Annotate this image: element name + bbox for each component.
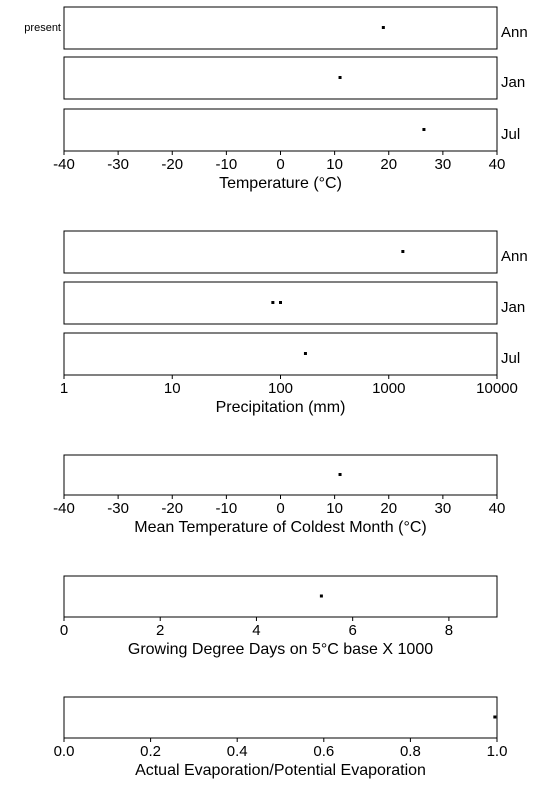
x-axis-title: Mean Temperature of Coldest Month (°C) [134,519,426,536]
x-tick-label: 10 [164,380,181,397]
data-point [422,128,426,131]
x-axis-title: Growing Degree Days on 5°C base X 1000 [128,641,433,658]
x-tick-label: -10 [216,156,238,173]
x-tick-label: 1 [60,380,68,397]
x-tick-label: 0.8 [400,743,421,760]
x-tick-label: -40 [53,156,75,173]
row-box [63,6,498,50]
x-tick-label: 100 [268,380,293,397]
data-point [271,301,275,304]
row-box [63,281,498,325]
x-tick-label: 20 [380,156,397,173]
data-point [279,301,282,304]
x-tick-label: 40 [489,156,506,173]
x-tick-label: 0.2 [140,743,161,760]
x-tick-label: 40 [489,500,506,517]
x-axis-title: Temperature (°C) [219,175,342,192]
x-tick-label: 1.0 [487,743,508,760]
x-tick-label: 0.0 [54,743,75,760]
row-marker-label: present [24,22,61,34]
x-tick-label: 30 [435,500,452,517]
row-box [63,575,498,618]
x-tick-label: -20 [161,156,183,173]
row-label: Jan [501,299,525,316]
row-label: Jul [501,126,520,143]
row-box [63,332,498,376]
x-axis-title: Actual Evaporation/Potential Evaporation [135,762,426,779]
x-tick-label: 0.6 [313,743,334,760]
row-box [63,230,498,274]
data-point [338,76,342,79]
data-point [303,352,307,355]
row-box [63,696,498,739]
x-tick-label: -30 [107,500,129,517]
x-tick-label: 2 [156,622,164,639]
data-point [381,26,385,29]
row-box [63,454,498,496]
x-tick-label: 6 [348,622,356,639]
x-tick-label: 10 [326,156,343,173]
data-point [338,473,342,476]
x-tick-label: 0.4 [227,743,248,760]
x-tick-label: 4 [252,622,260,639]
x-tick-label: 0 [60,622,68,639]
row-label: Ann [501,24,528,41]
data-point [319,594,323,598]
row-label: Jul [501,350,520,367]
row-box [63,56,498,100]
x-tick-label: 10000 [476,380,518,397]
data-point [493,715,497,719]
x-tick-label: 0 [276,156,284,173]
x-tick-label: -10 [216,500,238,517]
x-tick-label: -30 [107,156,129,173]
x-tick-label: 20 [380,500,397,517]
row-label: Jan [501,74,525,91]
x-tick-label: 0 [276,500,284,517]
x-tick-label: -20 [161,500,183,517]
x-tick-label: 1000 [372,380,405,397]
x-tick-label: 8 [445,622,453,639]
x-tick-label: 10 [326,500,343,517]
data-point [401,250,405,253]
x-axis-title: Precipitation (mm) [216,399,346,416]
row-box [63,108,498,152]
x-tick-label: -40 [53,500,75,517]
x-tick-label: 30 [435,156,452,173]
row-label: Ann [501,248,528,265]
